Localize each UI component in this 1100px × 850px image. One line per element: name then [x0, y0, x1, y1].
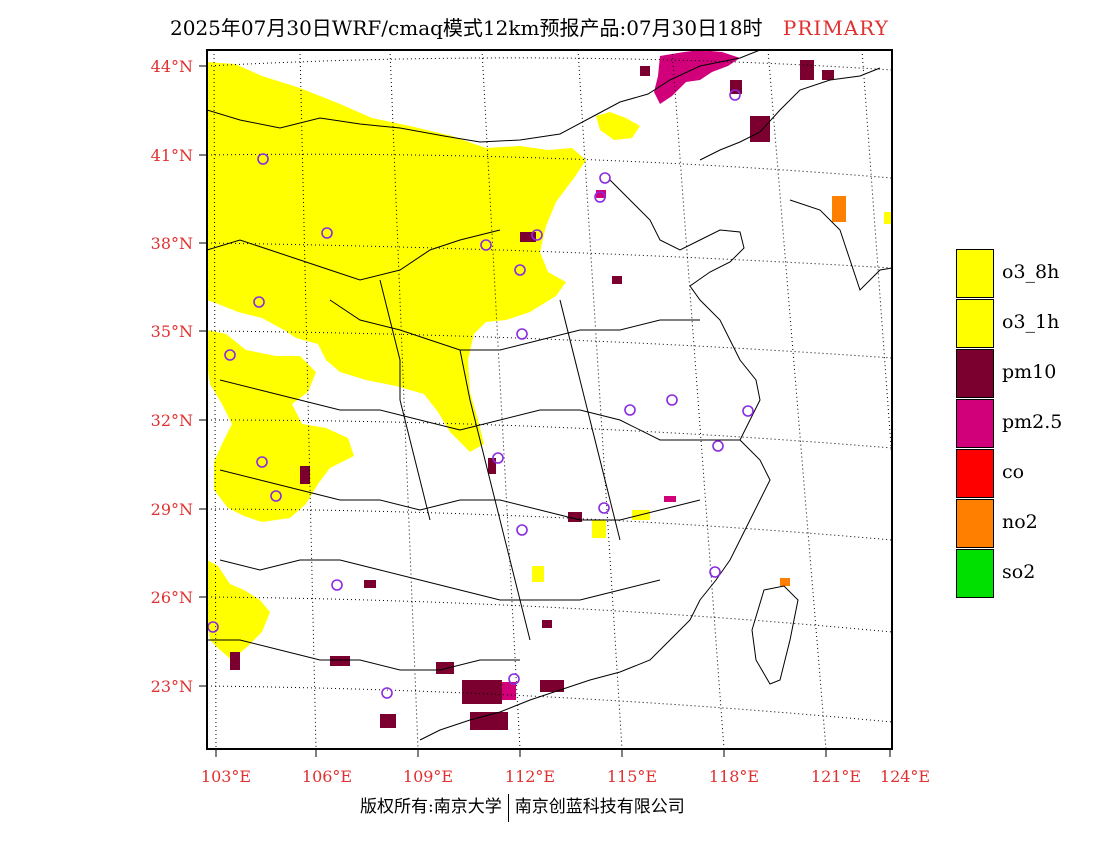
map-frame	[206, 49, 893, 750]
lat-label: 26°N	[151, 588, 193, 607]
lat-label: 41°N	[151, 146, 193, 165]
title-text: 2025年07月30日WRF/cmaq模式12km预报产品:07月30日18时	[170, 16, 763, 40]
footer-separator	[507, 793, 509, 822]
copyright-text: 版权所有:南京大学	[360, 797, 502, 817]
ozone-patch	[532, 566, 544, 582]
company-text: 南京创蓝科技有限公司	[514, 797, 685, 817]
lon-label: 124°E	[880, 767, 930, 786]
ozone-patch	[884, 212, 892, 224]
legend-label: no2	[1002, 511, 1038, 533]
legend: o3_8h o3_1h pm10 pm2.5 co no2 so2	[956, 249, 1096, 599]
legend-item-no2: no2	[956, 499, 1096, 549]
lon-label: 112°E	[505, 767, 555, 786]
footer: 版权所有:南京大学 南京创蓝科技有限公司	[360, 792, 685, 822]
ozone-region-southwest	[207, 560, 270, 660]
legend-item-co: co	[956, 449, 1096, 499]
ozone-region-west	[207, 330, 354, 522]
tick-marks	[199, 65, 891, 757]
pm25-patch	[664, 496, 676, 502]
lon-label: 103°E	[201, 767, 251, 786]
lon-label: 106°E	[302, 767, 352, 786]
ozone-region-beijing	[596, 112, 640, 140]
legend-swatch	[956, 249, 994, 298]
lat-label: 35°N	[151, 322, 193, 341]
legend-item-pm2-5: pm2.5	[956, 399, 1096, 449]
legend-label: o3_8h	[1002, 261, 1060, 283]
lat-label: 38°N	[151, 234, 193, 253]
boundary-lines	[207, 50, 892, 741]
legend-label: co	[1002, 461, 1025, 483]
legend-swatch	[956, 299, 994, 348]
legend-label: so2	[1002, 561, 1036, 583]
lon-label: 109°E	[403, 767, 453, 786]
legend-item-o3-1h: o3_1h	[956, 299, 1096, 349]
legend-swatch	[956, 349, 994, 398]
lon-label: 118°E	[709, 767, 759, 786]
legend-item-o3-8h: o3_8h	[956, 249, 1096, 299]
lat-label: 44°N	[151, 57, 193, 76]
lon-label: 121°E	[811, 767, 861, 786]
lat-label: 23°N	[151, 677, 193, 696]
legend-swatch	[956, 549, 994, 598]
no2-patch	[780, 578, 790, 586]
legend-item-so2: so2	[956, 549, 1096, 599]
ozone-patch	[592, 520, 606, 538]
mode-label: PRIMARY	[782, 16, 889, 40]
pm10-patches	[230, 60, 834, 730]
lon-label: 115°E	[607, 767, 657, 786]
legend-label: pm10	[1002, 361, 1057, 383]
lat-label: 32°N	[151, 411, 193, 430]
map-title: 2025年07月30日WRF/cmaq模式12km预报产品:07月30日18时 …	[170, 12, 990, 41]
legend-swatch	[956, 449, 994, 498]
lat-label: 29°N	[151, 500, 193, 519]
legend-label: pm2.5	[1002, 411, 1063, 433]
legend-swatch	[956, 499, 994, 548]
graticule	[207, 50, 892, 749]
legend-swatch	[956, 399, 994, 448]
pm25-patch	[596, 190, 606, 198]
legend-item-pm10: pm10	[956, 349, 1096, 399]
legend-label: o3_1h	[1002, 311, 1060, 333]
no2-patch	[832, 196, 846, 222]
ozone-region-north	[207, 62, 586, 452]
